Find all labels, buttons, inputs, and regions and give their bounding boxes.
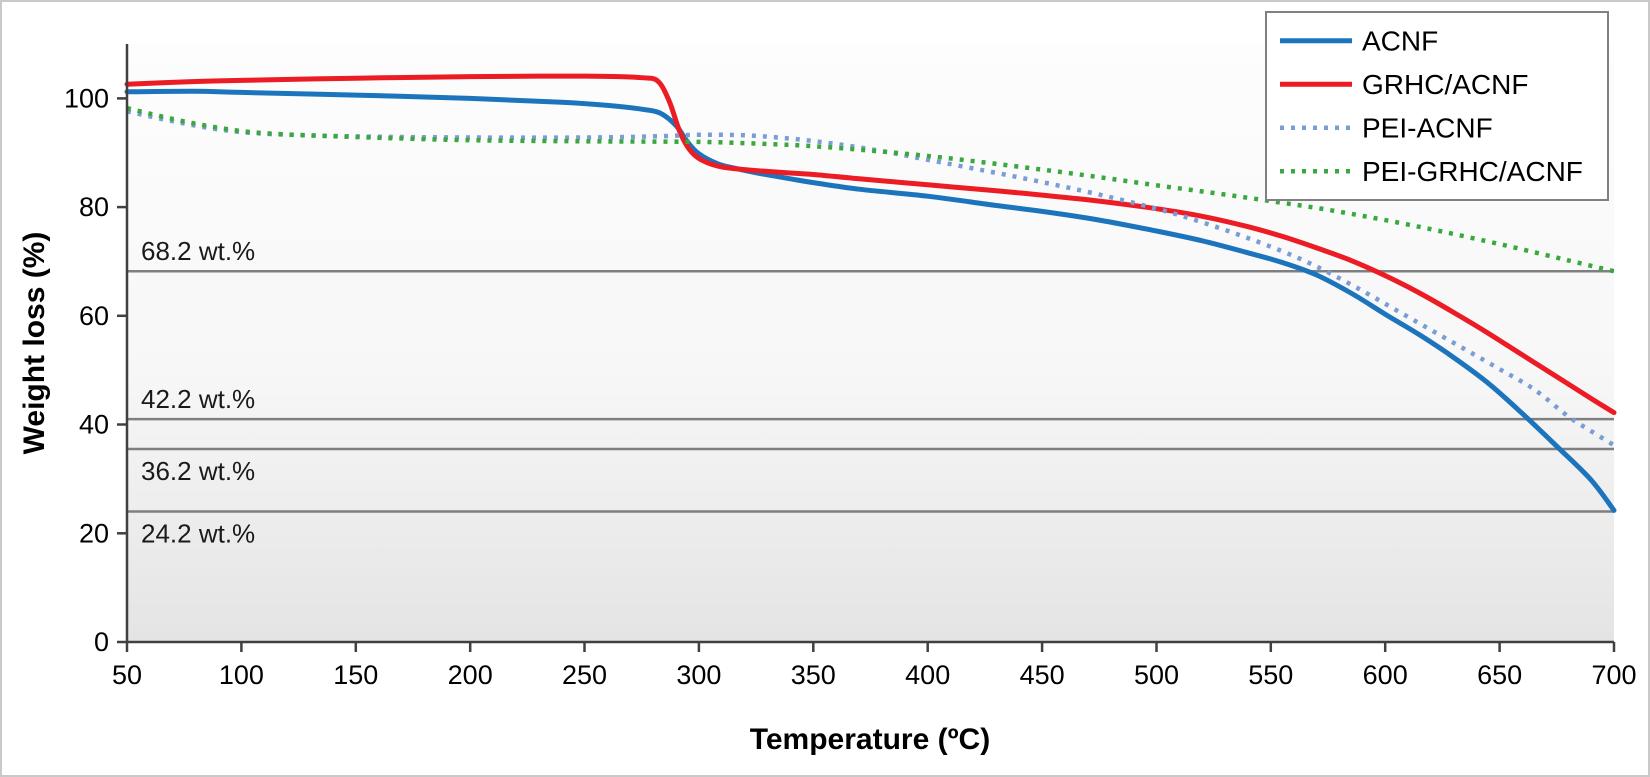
reference-lines-layer: 68.2 wt.% 42.2 wt.% 36.2 wt.% 24.2 wt.%	[127, 236, 1614, 549]
legend-label: PEI-GRHC/ACNF	[1362, 156, 1583, 187]
legend-label: PEI-ACNF	[1362, 112, 1493, 143]
reference-line-label: 36.2 wt.%	[141, 456, 255, 486]
x-tick-label: 150	[333, 660, 378, 690]
reference-line-label: 68.2 wt.%	[141, 236, 255, 266]
x-tick-label: 250	[562, 660, 607, 690]
legend-box	[1265, 11, 1609, 201]
y-tick-label: 20	[79, 518, 109, 548]
reference-line-label: 24.2 wt.%	[141, 519, 255, 549]
x-tick-label: 200	[448, 660, 493, 690]
x-tick-label: 650	[1477, 660, 1522, 690]
y-tick-label: 80	[79, 192, 109, 222]
series-line-pei-grhc-acnf	[126, 105, 1615, 274]
legend: ACNF GRHC/ACNF PEI-ACNF PEI-GRHC/ACNF	[1265, 11, 1609, 201]
x-tick-label: 550	[1248, 660, 1293, 690]
y-axis-title: Weight loss (%)	[18, 232, 51, 455]
series-line-acnf	[124, 88, 1617, 513]
legend-label: GRHC/ACNF	[1362, 69, 1528, 100]
x-tick-label: 500	[1134, 660, 1179, 690]
x-tick-label: 400	[905, 660, 950, 690]
reference-line-label: 42.2 wt.%	[141, 384, 255, 414]
x-tick-label: 300	[676, 660, 721, 690]
x-tick-label: 50	[112, 660, 142, 690]
y-tick-label: 60	[79, 301, 109, 331]
x-tick-label: 600	[1363, 660, 1408, 690]
x-tick-label: 450	[1020, 660, 1065, 690]
series-line-pei-acnf	[126, 109, 1616, 448]
x-tick-label: 700	[1591, 660, 1636, 690]
series-layer	[124, 73, 1617, 513]
legend-label: ACNF	[1362, 25, 1438, 56]
y-tick-label: 40	[79, 410, 109, 440]
y-tick-label: 0	[94, 627, 109, 657]
axes-layer: 0 20 40 60 80 100 50 100 150 200 250 300 350 400 450 50…	[64, 44, 1637, 690]
x-tick-label: 100	[219, 660, 264, 690]
x-axis-title: Temperature (ºC)	[750, 723, 990, 756]
y-tick-label: 100	[64, 83, 109, 113]
series-line-grhc-acnf	[124, 73, 1617, 416]
x-tick-label: 350	[791, 660, 836, 690]
